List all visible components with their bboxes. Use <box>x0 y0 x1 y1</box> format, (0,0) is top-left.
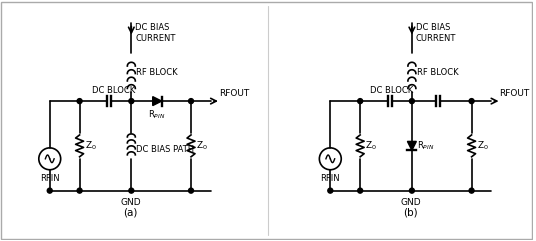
Text: RFOUT: RFOUT <box>219 89 249 98</box>
Circle shape <box>410 188 414 193</box>
Polygon shape <box>407 141 416 150</box>
Text: GND: GND <box>400 198 421 207</box>
Circle shape <box>129 99 134 104</box>
Text: RFIN: RFIN <box>40 174 59 183</box>
Text: DC BIAS PATH: DC BIAS PATH <box>136 145 195 154</box>
Circle shape <box>328 188 333 193</box>
Text: GND: GND <box>120 198 140 207</box>
Text: DC BIAS
CURRENT: DC BIAS CURRENT <box>416 23 456 43</box>
Text: Z$_0$: Z$_0$ <box>196 140 208 152</box>
Circle shape <box>129 188 134 193</box>
Circle shape <box>469 188 474 193</box>
Text: RF BLOCK: RF BLOCK <box>417 68 458 77</box>
Text: R$_{PIN}$: R$_{PIN}$ <box>148 108 166 120</box>
Circle shape <box>189 99 193 104</box>
Circle shape <box>189 188 193 193</box>
Text: DC BLOCK: DC BLOCK <box>92 86 135 95</box>
Text: Z$_0$: Z$_0$ <box>365 140 377 152</box>
Text: RF BLOCK: RF BLOCK <box>136 68 178 77</box>
Text: DC BLOCK: DC BLOCK <box>370 86 413 95</box>
Text: RFOUT: RFOUT <box>500 89 530 98</box>
Text: (a): (a) <box>123 208 138 218</box>
Circle shape <box>469 99 474 104</box>
Circle shape <box>358 188 363 193</box>
Circle shape <box>47 188 52 193</box>
Circle shape <box>77 99 82 104</box>
Polygon shape <box>153 97 162 106</box>
Circle shape <box>358 99 363 104</box>
Text: Z$_0$: Z$_0$ <box>477 140 488 152</box>
Text: RFIN: RFIN <box>321 174 340 183</box>
Text: R$_{PIN}$: R$_{PIN}$ <box>417 140 434 152</box>
Text: (b): (b) <box>404 208 418 218</box>
Text: Z$_0$: Z$_0$ <box>85 140 96 152</box>
Circle shape <box>410 99 414 104</box>
Circle shape <box>77 188 82 193</box>
Text: DC BIAS
CURRENT: DC BIAS CURRENT <box>135 23 176 43</box>
